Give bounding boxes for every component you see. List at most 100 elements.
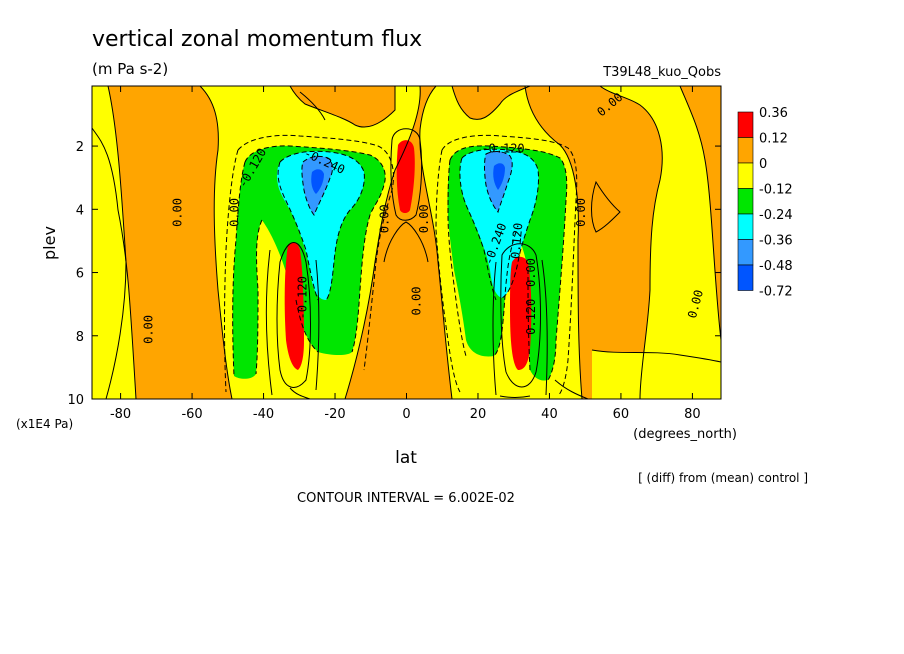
contour-fill-red: [284, 140, 532, 370]
contour-label: 0.120: [508, 222, 525, 259]
contour-line-neg: [244, 145, 386, 353]
contour-line: [289, 387, 531, 399]
x-axis-units: (degrees_north): [633, 427, 737, 442]
y-axis-units: (x1E4 Pa): [16, 417, 73, 431]
chart-title: vertical zonal momentum flux: [92, 27, 422, 52]
contour-line: [492, 259, 548, 396]
x-tick-label: 0: [402, 407, 410, 422]
legend-label: -0.36: [759, 234, 793, 249]
contour-line: [419, 86, 453, 399]
legend-label: 0.12: [759, 132, 788, 147]
legend-label: 0.36: [759, 106, 788, 121]
contour-line: [299, 91, 326, 121]
contour-line-neg: [493, 231, 531, 371]
contour-line-neg: [255, 219, 319, 375]
contour-line-neg: [441, 134, 578, 397]
region-darkblue-south: [311, 169, 324, 194]
x-tick-label: -20: [324, 407, 345, 422]
contour-line-neg: [484, 151, 513, 214]
contour-line-neg: [279, 150, 365, 301]
region-red-south: [284, 242, 304, 370]
x-tick-label: 20: [470, 407, 487, 422]
legend-swatch: [737, 239, 754, 266]
legend-swatch: [737, 188, 754, 215]
x-tick-label: -80: [110, 407, 131, 422]
y-tick-label: 8: [76, 330, 84, 345]
contour-label: 0.00: [524, 258, 538, 287]
contour-label: 0.00: [410, 287, 424, 316]
contour-line-neg: [449, 145, 568, 381]
region-yellow-mid-south: [92, 128, 136, 399]
contour-line: [289, 86, 396, 128]
contour-line: [500, 243, 541, 388]
diff-note: [ (diff) from (mean) control ]: [638, 471, 808, 485]
y-axis-label: plev: [40, 226, 59, 260]
contour-line: [92, 127, 137, 399]
region-cyan-south: [276, 151, 365, 300]
contour-lines: [92, 86, 721, 399]
x-axis-label: lat: [395, 448, 417, 468]
region-red-north: [510, 256, 532, 370]
contour-line: [265, 249, 320, 396]
contour-line: [383, 221, 429, 263]
legend-swatch: [737, 162, 754, 189]
y-tick-label: 4: [76, 203, 84, 218]
x-tick-label: 80: [684, 407, 701, 422]
contour-line: [591, 180, 621, 233]
x-tick-label: 60: [613, 407, 630, 422]
contour-line: [599, 86, 663, 399]
contour-label: 0.00: [142, 315, 156, 344]
color-legend: 0.36 0.12 0 -0.12 -0.24 -0.36 -0.48 -0.72: [737, 106, 793, 300]
contour-line: [276, 242, 311, 388]
region-yellow-np-floor: [592, 350, 721, 399]
legend-swatch: [737, 264, 754, 291]
legend-swatch: [737, 137, 754, 164]
contour-interval: CONTOUR INTERVAL = 6.002E-02: [297, 491, 515, 506]
contour-line-neg: [224, 149, 239, 393]
legend-swatch: [737, 111, 754, 138]
legend-label: 0: [759, 157, 767, 172]
contour-line-neg: [232, 161, 246, 377]
contour-fill-cyan: [276, 149, 539, 300]
contour-label: 0.00: [170, 198, 184, 227]
region-darkblue-north: [493, 163, 505, 190]
contour-line-neg: [237, 134, 394, 371]
contour-label: 0.120: [524, 299, 538, 335]
contour-line: [679, 86, 721, 341]
contour-label: 0.00: [417, 204, 431, 233]
y-tick-label: 6: [76, 267, 84, 282]
contour-line: [554, 379, 589, 399]
contour-line: [344, 86, 421, 399]
contour-line: [591, 349, 721, 363]
experiment-label: T39L48_kuo_Qobs: [602, 65, 721, 80]
contour-line-neg: [277, 161, 319, 301]
legend-label: -0.12: [759, 183, 793, 198]
contour-line: [524, 86, 583, 399]
axes: -80 -60 -40 -20 0 20 40 60 80 2 4 6 8 10: [67, 86, 721, 422]
contour-label: 0.00: [574, 198, 588, 227]
contour-label: 0.00: [378, 204, 392, 233]
x-tick-label: -40: [253, 407, 274, 422]
contour-lines-negative: [224, 134, 578, 397]
x-tick-label: 40: [541, 407, 558, 422]
legend-label: -0.72: [759, 285, 793, 300]
contour-label: -0.120: [481, 142, 524, 156]
x-tick-label: -60: [181, 407, 202, 422]
region-cyan-north: [460, 149, 539, 298]
contour-label: 0.00: [227, 198, 241, 227]
y-tick-label: 10: [67, 393, 84, 408]
legend-label: -0.24: [759, 208, 793, 223]
contour-line: [451, 86, 531, 120]
chart-subtitle: (m Pa s-2): [92, 60, 168, 78]
contour-label: -0.120: [295, 276, 309, 319]
contour-line-neg: [461, 148, 539, 299]
contour-fill-darkblue: [311, 163, 505, 194]
legend-label: -0.48: [759, 259, 793, 274]
region-yellow-np: [600, 86, 721, 399]
y-tick-label: 2: [76, 140, 84, 155]
legend-swatch: [737, 213, 754, 240]
contour-line-neg: [301, 155, 333, 216]
region-red-equator: [396, 140, 415, 213]
